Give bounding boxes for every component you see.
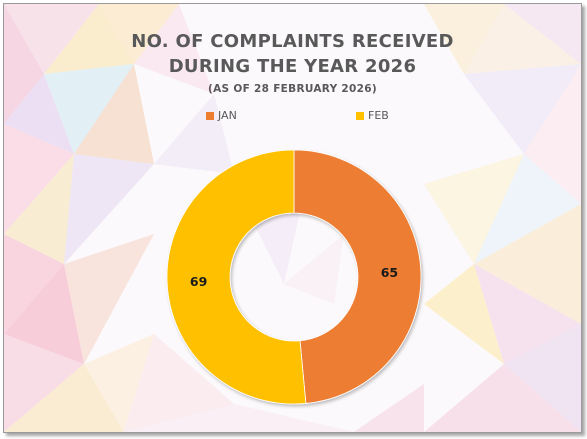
doughnut-slice-jan xyxy=(293,149,422,404)
chart-subtitle: (AS OF 28 FEBRUARY 2026) xyxy=(208,83,377,95)
chart-title-line-1: NO. OF COMPLAINTS RECEIVED xyxy=(131,31,454,52)
data-label-jan: 65 xyxy=(381,265,398,280)
legend-item-feb: FEB xyxy=(356,109,389,122)
legend-item-jan: JAN xyxy=(206,109,237,122)
chart-title-line-2: DURING THE YEAR 2026 xyxy=(168,56,417,77)
legend-label-feb: FEB xyxy=(368,109,389,122)
legend-swatch-jan xyxy=(206,111,214,120)
doughnut-slice-feb xyxy=(166,149,307,405)
doughnut-chart: 65 69 xyxy=(166,149,422,405)
data-label-feb: 69 xyxy=(190,274,207,289)
legend-label-jan: JAN xyxy=(218,109,237,122)
legend-swatch-feb xyxy=(356,111,364,120)
slide-frame: NO. OF COMPLAINTS RECEIVED DURING THE YE… xyxy=(3,3,582,433)
